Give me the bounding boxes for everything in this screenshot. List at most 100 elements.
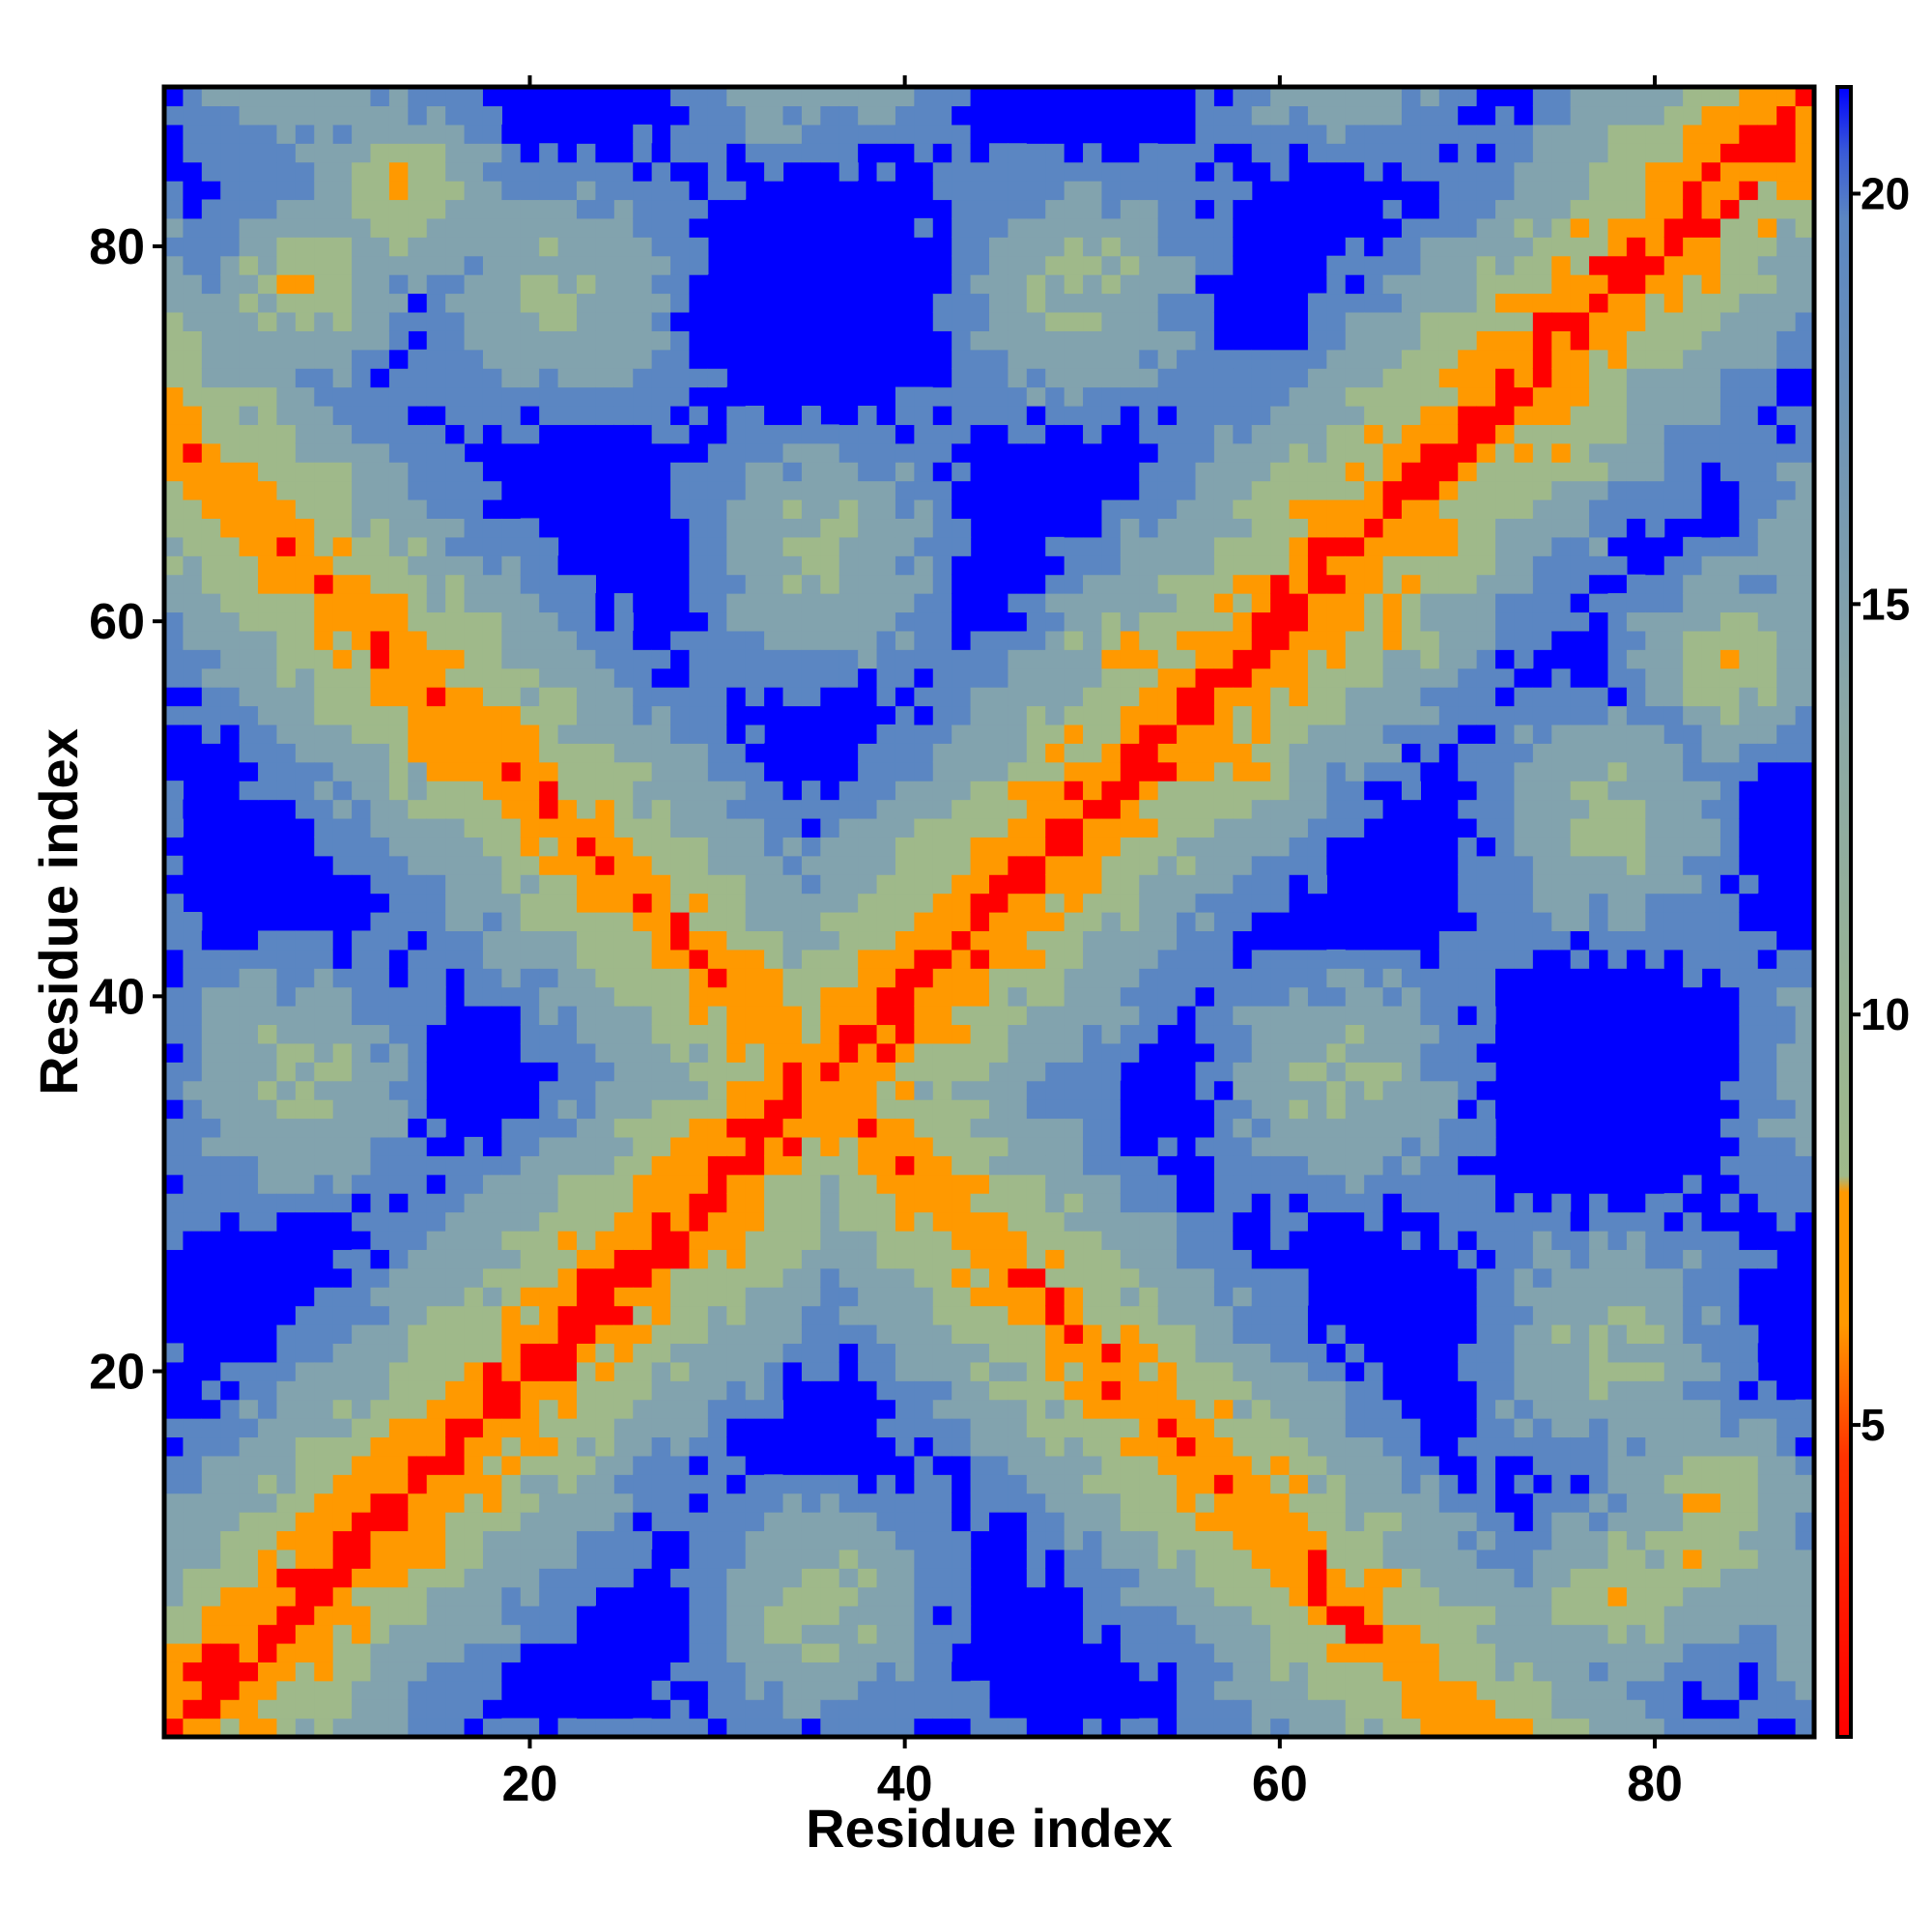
heatmap-cell (707, 1492, 727, 1513)
heatmap-cell (932, 1230, 952, 1250)
heatmap-cell (932, 424, 952, 444)
heatmap-cell (332, 761, 353, 781)
heatmap-cell (539, 743, 559, 763)
heatmap-cell (613, 817, 634, 838)
heatmap-cell (295, 1155, 315, 1176)
heatmap-cell (613, 724, 634, 744)
heatmap-cell (895, 499, 915, 520)
heatmap-cell (876, 161, 896, 182)
heatmap-cell (314, 1343, 334, 1363)
heatmap-cell (426, 1249, 446, 1269)
heatmap-cell (876, 1211, 896, 1232)
heatmap-cell (782, 1062, 803, 1082)
heatmap-cell (1026, 1324, 1046, 1345)
heatmap-cell (577, 1399, 597, 1419)
heatmap-cell (1307, 1418, 1327, 1438)
heatmap-cell (314, 1642, 334, 1662)
heatmap-cell (239, 143, 259, 163)
heatmap-cell (577, 611, 597, 632)
heatmap-cell (1251, 1492, 1271, 1513)
heatmap-cell (745, 1230, 765, 1250)
heatmap-cell (820, 593, 840, 613)
heatmap-cell (1045, 1343, 1065, 1363)
heatmap-cell (1213, 1568, 1234, 1588)
heatmap-cell (1177, 1399, 1197, 1419)
heatmap-cell (595, 1080, 615, 1100)
heatmap-cell (932, 1343, 952, 1363)
heatmap-cell (764, 1174, 784, 1194)
heatmap-cell (220, 518, 241, 538)
heatmap-cell (1139, 855, 1159, 875)
heatmap-cell (989, 1267, 1009, 1288)
heatmap-cell (482, 1099, 502, 1120)
heatmap-cell (689, 1305, 709, 1325)
heatmap-cell (726, 1099, 747, 1120)
heatmap-cell (370, 1568, 390, 1588)
heatmap-cell (1139, 349, 1159, 369)
heatmap-cell (220, 1343, 241, 1363)
heatmap-cell (876, 1718, 896, 1738)
heatmap-cell (801, 1662, 821, 1682)
heatmap-cell (989, 1474, 1009, 1494)
heatmap-cell (989, 1418, 1009, 1438)
heatmap-cell (501, 424, 522, 444)
heatmap-cell (314, 499, 334, 520)
heatmap-cell (651, 781, 671, 801)
heatmap-cell (707, 386, 727, 407)
heatmap-cell (1251, 1455, 1271, 1475)
heatmap-cell (239, 1624, 259, 1644)
heatmap-cell (295, 1361, 315, 1381)
heatmap-cell (501, 593, 522, 613)
heatmap-cell (1083, 1211, 1103, 1232)
heatmap-cell (1139, 799, 1159, 819)
heatmap-cell (1233, 649, 1253, 669)
heatmap-cell (408, 124, 428, 144)
heatmap-cell (970, 799, 990, 819)
heatmap-cell (1157, 781, 1178, 801)
heatmap-cell (164, 1062, 185, 1082)
heatmap-cell (539, 1512, 559, 1532)
heatmap-cell (970, 1062, 990, 1082)
heatmap-cell (1026, 837, 1046, 857)
heatmap-cell (276, 424, 297, 444)
heatmap-cell (201, 199, 221, 219)
heatmap-cell (989, 817, 1009, 838)
heatmap-cell (670, 1080, 691, 1100)
heatmap-cell (952, 874, 972, 895)
heatmap-cell (726, 1305, 747, 1325)
heatmap-cell (501, 1361, 522, 1381)
heatmap-cell (1008, 1530, 1028, 1550)
heatmap-cell (539, 405, 559, 425)
heatmap-cell (1289, 1436, 1309, 1457)
heatmap-cell (1307, 1343, 1327, 1363)
heatmap-cell (970, 1455, 990, 1475)
heatmap-cell (352, 1062, 372, 1082)
heatmap-cell (164, 949, 185, 969)
heatmap-cell (276, 1512, 297, 1532)
heatmap-cell (764, 1305, 784, 1325)
heatmap-cell (595, 1380, 615, 1401)
heatmap-cell (183, 986, 203, 1007)
heatmap-cell (689, 1287, 709, 1307)
heatmap-cell (651, 405, 671, 425)
heatmap-cell (876, 536, 896, 556)
heatmap-cell (276, 1211, 297, 1232)
heatmap-cell (1157, 237, 1178, 257)
heatmap-cell (613, 1305, 634, 1325)
heatmap-cell (352, 536, 372, 556)
heatmap-cell (1307, 724, 1327, 744)
heatmap-cell (557, 1118, 578, 1138)
heatmap-cell (482, 1230, 502, 1250)
heatmap-cell (1101, 649, 1122, 669)
heatmap-cell (1195, 1699, 1215, 1719)
heatmap-cell (388, 349, 409, 369)
heatmap-cell (820, 1586, 840, 1606)
heatmap-cell (314, 555, 334, 576)
heatmap-cell (557, 1006, 578, 1026)
heatmap-cell (1307, 630, 1327, 650)
heatmap-cell (370, 1080, 390, 1100)
heatmap-cell (1177, 555, 1197, 576)
heatmap-cell (670, 462, 691, 482)
heatmap-cell (1120, 1436, 1140, 1457)
heatmap-cell (932, 968, 952, 988)
